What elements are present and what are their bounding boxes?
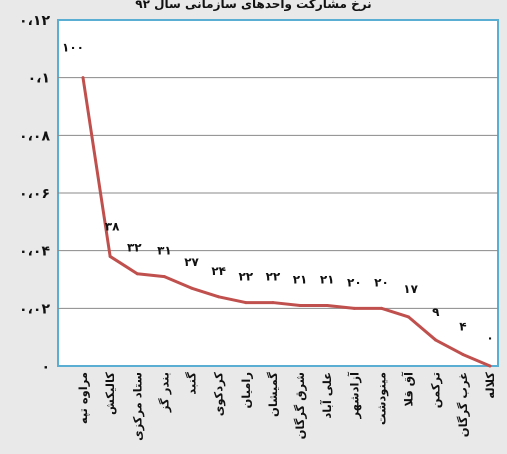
x-category-label: کالیکش bbox=[103, 372, 117, 415]
y-tick-label: ۰،۰۶ bbox=[19, 186, 50, 202]
y-tick-label: ۰،۰۸ bbox=[19, 128, 50, 144]
x-category-label: بندر گز bbox=[157, 372, 171, 413]
data-label: ۲۲ bbox=[238, 270, 253, 284]
x-category-label: علی آباد bbox=[320, 372, 334, 419]
x-category-label: آق قلا bbox=[402, 371, 416, 407]
data-label: ۲۴ bbox=[211, 264, 226, 278]
y-tick-label: ۰،۰۴ bbox=[19, 244, 50, 260]
data-point bbox=[81, 76, 85, 80]
data-label: ۲۰ bbox=[374, 275, 389, 289]
x-category-label: آزادشهر bbox=[347, 371, 361, 420]
x-category-label: رامیان bbox=[239, 372, 253, 409]
data-point bbox=[217, 295, 221, 299]
x-category-label: مینودشت bbox=[374, 372, 389, 425]
data-point bbox=[244, 301, 248, 305]
data-point bbox=[271, 301, 275, 305]
data-label: ۲۱ bbox=[293, 272, 308, 286]
x-category-label: ترکمن bbox=[429, 372, 443, 408]
data-label: ۰ bbox=[486, 331, 493, 345]
data-label: ۲۰ bbox=[347, 275, 362, 289]
x-category-label: غرب گرگان bbox=[456, 372, 470, 437]
y-tick-label: ۰ bbox=[41, 359, 50, 375]
data-point bbox=[379, 306, 383, 310]
data-point bbox=[325, 303, 329, 307]
data-point bbox=[434, 338, 438, 342]
data-label: ۲۲ bbox=[266, 270, 281, 284]
data-label: ۳۱ bbox=[157, 244, 172, 258]
data-point bbox=[488, 364, 492, 368]
x-category-label: ستاد مرکزی bbox=[130, 372, 144, 441]
x-category-label: مراوه تپه bbox=[76, 372, 91, 424]
data-label: ۴ bbox=[459, 319, 466, 333]
y-tick-label: ۰،۰۲ bbox=[19, 301, 50, 317]
x-category-label: گمیشان bbox=[266, 372, 280, 417]
data-point bbox=[461, 352, 465, 356]
data-point bbox=[352, 306, 356, 310]
data-point bbox=[108, 254, 112, 258]
x-category-label: شرق گرگان bbox=[293, 372, 307, 439]
data-label: ۱۷ bbox=[403, 282, 418, 296]
data-label: ۱۰۰ bbox=[62, 41, 84, 55]
data-point bbox=[190, 286, 194, 290]
data-point bbox=[135, 272, 139, 276]
data-label: ۹ bbox=[432, 305, 440, 319]
data-label: ۲۱ bbox=[320, 272, 335, 286]
x-category-label: کلاله bbox=[483, 372, 497, 399]
data-point bbox=[407, 315, 411, 319]
x-category-label: گنبد bbox=[185, 372, 199, 395]
y-tick-label: ۰،۱ bbox=[28, 71, 50, 87]
series-line bbox=[81, 77, 491, 368]
data-point bbox=[298, 303, 302, 307]
data-label: ۲۷ bbox=[184, 255, 199, 269]
x-category-label: کردکوی bbox=[212, 372, 227, 416]
y-tick-label: ۰،۱۲ bbox=[19, 13, 50, 29]
data-label: ۳۸ bbox=[105, 219, 120, 233]
chart-title: نرخ مشارکت واحدهای سازمانی سال ۹۲ bbox=[135, 0, 372, 11]
data-point bbox=[162, 275, 166, 279]
data-label: ۳۲ bbox=[127, 241, 142, 255]
